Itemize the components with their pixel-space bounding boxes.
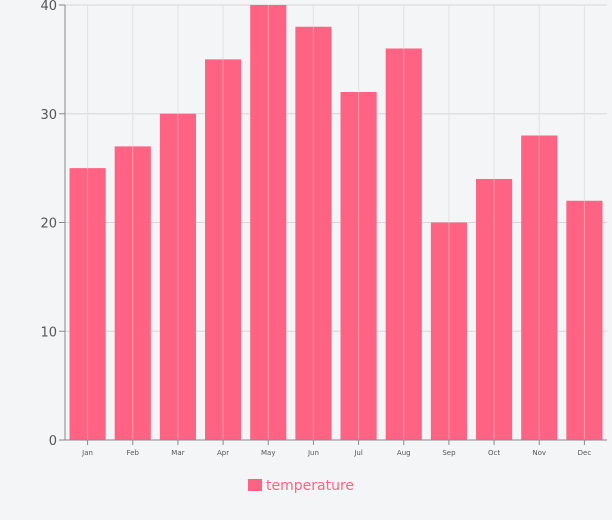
x-tick-label: Mar <box>171 449 184 457</box>
bar-may[interactable] <box>250 5 287 440</box>
bar-jan[interactable] <box>69 168 106 440</box>
bar-nov[interactable] <box>521 135 558 441</box>
x-tick-label: Oct <box>488 449 500 457</box>
x-tick-label: Aug <box>397 449 411 457</box>
y-tick-label: 30 <box>40 108 57 123</box>
x-tick-label: Jun <box>307 449 319 457</box>
y-tick-label: 20 <box>40 217 57 232</box>
bar-aug[interactable] <box>385 48 422 441</box>
bar-mar[interactable] <box>159 113 196 440</box>
x-tick-label: Feb <box>127 449 140 457</box>
legend[interactable]: temperature <box>248 478 354 494</box>
y-tick-label: 40 <box>40 0 57 14</box>
y-tick-label: 0 <box>49 434 57 449</box>
y-ticks: 0 10 20 30 40 <box>40 0 65 449</box>
bars <box>69 5 603 441</box>
x-ticks: Jan Feb Mar Apr May Jun Jul Aug Sep Oct Nov Dec <box>81 440 591 457</box>
bar-oct[interactable] <box>476 179 513 440</box>
bar-jul[interactable] <box>340 92 377 440</box>
legend-swatch[interactable] <box>248 479 262 491</box>
y-tick-label: 10 <box>40 325 57 340</box>
bar-feb[interactable] <box>114 146 151 440</box>
x-tick-label: Dec <box>578 449 592 457</box>
bar-jun[interactable] <box>295 26 332 440</box>
legend-label[interactable]: temperature <box>266 478 354 494</box>
bar-apr[interactable] <box>205 59 242 440</box>
x-tick-label: Sep <box>442 449 456 457</box>
x-tick-label: May <box>261 449 275 457</box>
x-tick-label: Apr <box>217 449 229 457</box>
x-tick-label: Jan <box>81 449 93 457</box>
bar-sep[interactable] <box>430 222 467 441</box>
bar-dec[interactable] <box>566 200 603 440</box>
x-tick-label: Jul <box>353 449 363 457</box>
x-tick-label: Nov <box>532 449 546 457</box>
